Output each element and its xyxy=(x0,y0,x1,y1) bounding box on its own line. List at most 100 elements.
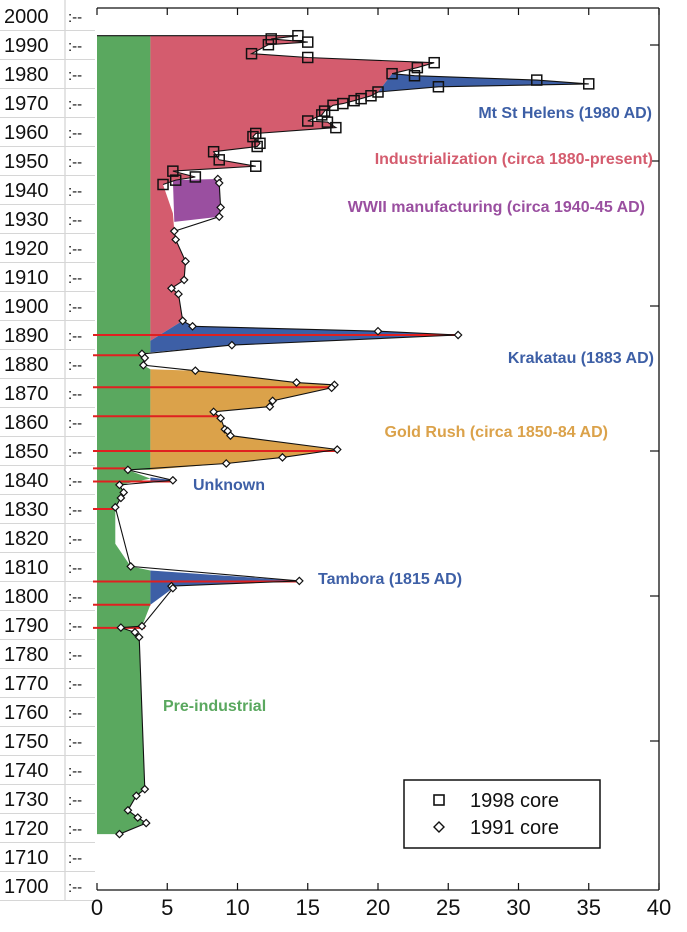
year-tick-label: 2000 xyxy=(4,6,49,28)
year-tick-label: 1860 xyxy=(4,412,49,434)
data-point-1991-core xyxy=(168,583,178,593)
data-point-1991-core xyxy=(133,813,143,823)
year-tick-label: 1800 xyxy=(4,586,49,608)
data-point-1991-core xyxy=(174,289,183,299)
region-label-gold-rush: Gold Rush (circa 1850-84 AD) xyxy=(385,424,608,441)
area-gold-rush xyxy=(150,369,338,470)
year-tick-suffix: :-- xyxy=(68,589,82,606)
data-point-1991-core xyxy=(123,465,133,475)
legend: 1998 core 1991 core xyxy=(403,779,601,849)
region-label-pre-industrial: Pre-industrial xyxy=(163,698,266,715)
region-label-industrialization: Industrialization (circa 1880-present) xyxy=(375,151,653,168)
year-tick-label: 1780 xyxy=(4,644,49,666)
year-tick-label: 1830 xyxy=(4,499,49,521)
data-point-1991-core xyxy=(214,212,224,222)
data-point-1991-core xyxy=(138,360,148,370)
data-point-1991-core xyxy=(110,502,120,512)
year-tick-label: 1720 xyxy=(4,818,49,840)
year-tick-suffix: :-- xyxy=(68,67,82,84)
data-point-1998-core xyxy=(348,94,360,107)
region-label-krakatau: Krakatau (1883 AD) xyxy=(508,350,654,367)
year-tick-suffix: :-- xyxy=(68,38,82,55)
year-tick-label: 1900 xyxy=(4,296,49,318)
year-tick-suffix: :-- xyxy=(68,734,82,751)
area-layer xyxy=(97,35,589,835)
year-tick-label: 1710 xyxy=(4,847,49,869)
year-tick-suffix: :-- xyxy=(68,415,82,432)
year-tick-suffix: :-- xyxy=(68,96,82,113)
year-tick-label: 1810 xyxy=(4,557,49,579)
data-point-1991-core xyxy=(292,378,301,388)
year-tick-suffix: :-- xyxy=(68,212,82,229)
area-industrialization xyxy=(150,35,435,341)
area-wwii xyxy=(172,179,221,222)
data-point-1991-core xyxy=(171,235,181,245)
year-tick-label: 1880 xyxy=(4,354,49,376)
x-tick-label: 20 xyxy=(366,895,390,920)
year-tick-label: 1700 xyxy=(4,876,49,898)
data-point-1998-core xyxy=(254,137,266,150)
data-point-1991-core xyxy=(453,330,463,340)
legend-label-1998-core: 1998 core xyxy=(470,790,559,812)
data-point-1991-core xyxy=(116,493,126,503)
data-point-1998-core xyxy=(302,36,314,48)
data-point-1991-core xyxy=(294,576,304,586)
year-tick-label: 1910 xyxy=(4,267,49,289)
data-point-1991-core xyxy=(214,178,224,188)
data-point-1998-core xyxy=(262,38,275,51)
data-point-1991-core xyxy=(178,316,188,326)
marker-layer xyxy=(110,29,595,839)
data-point-1991-core xyxy=(327,383,337,393)
data-point-1991-core xyxy=(140,353,150,363)
data-point-1991-core xyxy=(188,321,197,331)
x-tick-label: 0 xyxy=(91,895,103,920)
area-tambora xyxy=(150,570,300,605)
x-tick-label: 40 xyxy=(647,895,671,920)
year-tick-suffix: :-- xyxy=(68,763,82,780)
data-point-1998-core xyxy=(355,92,367,105)
year-tick-suffix: :-- xyxy=(68,560,82,577)
data-point-1998-core xyxy=(213,154,225,166)
year-tick-suffix: :-- xyxy=(68,705,82,722)
data-point-1991-core xyxy=(130,627,140,637)
year-tick-label: 1950 xyxy=(4,151,49,173)
year-tick-suffix: :-- xyxy=(68,154,82,171)
year-tick-label: 1820 xyxy=(4,528,49,550)
data-point-1998-core xyxy=(531,74,543,86)
area-krakatau xyxy=(150,320,459,353)
data-point-1991-core xyxy=(141,818,151,828)
year-tick-table: 2000:-- 1990:-- 1980:-- 1970:-- 1960:-- 1950:… xyxy=(0,0,95,901)
year-tick-label: 1930 xyxy=(4,209,49,231)
data-point-1998-core xyxy=(330,121,342,134)
data-point-1998-core xyxy=(265,33,277,45)
data-point-1998-core xyxy=(302,51,314,64)
data-point-1998-core xyxy=(411,61,424,74)
data-point-1991-core xyxy=(115,480,124,490)
data-point-1991-core xyxy=(216,202,226,212)
year-tick-suffix: :-- xyxy=(68,473,82,490)
data-point-1991-core xyxy=(216,413,226,423)
year-tick-label: 1890 xyxy=(4,325,49,347)
year-tick-suffix: :-- xyxy=(68,879,82,896)
legend-diamond-marker xyxy=(433,821,445,833)
x-tick-label: 10 xyxy=(225,895,249,920)
year-tick-label: 1790 xyxy=(4,615,49,637)
data-point-1991-core xyxy=(169,226,179,236)
data-point-1991-core xyxy=(221,459,231,468)
year-tick-suffix: :-- xyxy=(68,357,82,374)
data-point-1991-core xyxy=(131,791,141,801)
data-point-1998-core xyxy=(250,160,262,172)
data-point-1991-core xyxy=(168,475,178,485)
data-point-1991-core xyxy=(137,621,147,631)
year-tick-suffix: :-- xyxy=(68,299,82,316)
year-tick-suffix: :-- xyxy=(68,9,82,26)
year-tick-label: 1760 xyxy=(4,702,49,724)
year-tick-suffix: :-- xyxy=(68,676,82,693)
year-tick-suffix: :-- xyxy=(68,183,82,200)
year-tick-label: 1740 xyxy=(4,760,49,782)
year-tick-suffix: :-- xyxy=(68,850,82,867)
region-label-mt-st-helens: Mt St Helens (1980 AD) xyxy=(478,105,652,122)
legend-box xyxy=(403,779,601,849)
region-label-wwii: WWII manufacturing (circa 1940-45 AD) xyxy=(348,199,645,216)
